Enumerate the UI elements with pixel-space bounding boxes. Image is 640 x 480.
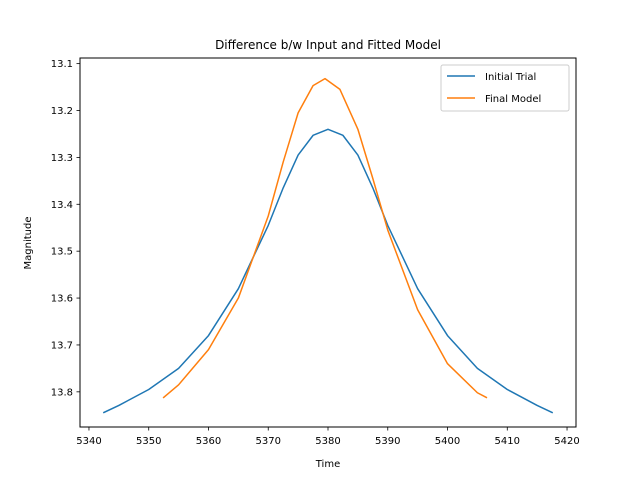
x-tick-label: 5400: [435, 436, 460, 447]
legend-label-initial-trial: Initial Trial: [485, 72, 536, 83]
y-tick-label: 13.6: [51, 294, 73, 305]
x-axis-ticks: 5340 5350 5360 5370 5380 5390 5400 5410 5420: [76, 427, 580, 447]
x-tick-label: 5350: [136, 436, 161, 447]
y-tick-label: 13.5: [51, 247, 73, 258]
y-tick-label: 13.7: [51, 340, 73, 351]
x-tick-label: 5340: [76, 436, 101, 447]
y-tick-label: 13.1: [51, 59, 73, 70]
y-tick-label: 13.8: [51, 387, 73, 398]
y-axis-ticks: 13.1 13.2 13.3 13.4 13.5 13.6 13.7 13.8: [51, 59, 80, 398]
x-tick-label: 5360: [196, 436, 221, 447]
x-tick-label: 5410: [495, 436, 520, 447]
y-tick-label: 13.3: [51, 153, 73, 164]
x-tick-label: 5370: [256, 436, 281, 447]
series-line-initial-trial: [102, 128, 554, 414]
x-tick-label: 5420: [554, 436, 579, 447]
chart-title: Difference b/w Input and Fitted Model: [215, 38, 441, 52]
legend: Initial Trial Final Model: [440, 64, 570, 112]
plot-frame: [79, 57, 577, 428]
y-tick-label: 13.2: [51, 106, 73, 117]
y-tick-label: 13.4: [51, 200, 73, 211]
x-axis-label: Time: [315, 459, 340, 470]
x-tick-label: 5380: [315, 436, 340, 447]
legend-label-final-model: Final Model: [485, 94, 541, 105]
x-tick-label: 5390: [375, 436, 400, 447]
series-line-final-model: [162, 77, 488, 399]
y-axis-label: Magnitude: [23, 217, 34, 270]
plot-lines: [102, 77, 554, 414]
